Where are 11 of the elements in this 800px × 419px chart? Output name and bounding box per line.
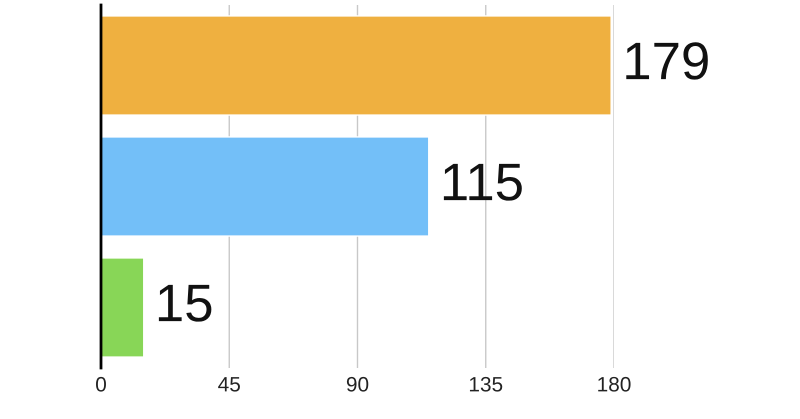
x-tick-label: 45 [218, 377, 240, 392]
data-label: 15 [158, 284, 212, 322]
bar [101, 15, 612, 116]
data-label: 115 [444, 164, 522, 201]
bar [101, 136, 430, 237]
data-label: 179 [626, 42, 708, 80]
bar [101, 257, 144, 358]
x-tick-label: 180 [598, 376, 631, 392]
x-tick-label: 0 [96, 376, 106, 392]
x-tick-label: 90 [346, 376, 368, 392]
x-tick-label: 135 [470, 376, 502, 392]
